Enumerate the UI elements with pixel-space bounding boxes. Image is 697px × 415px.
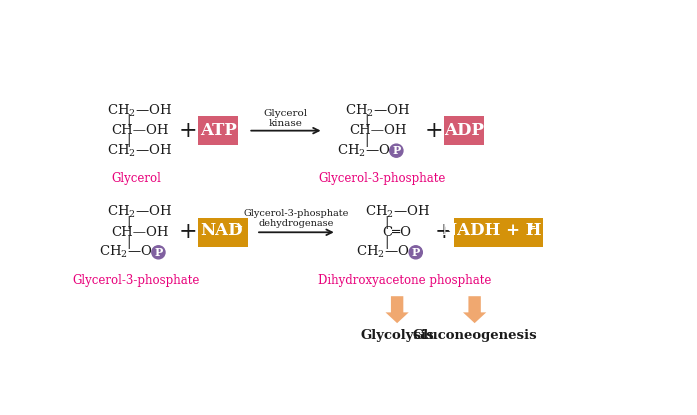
Text: P: P (154, 247, 162, 258)
Text: Dihydroxyacetone phosphate: Dihydroxyacetone phosphate (319, 273, 491, 286)
Text: P: P (392, 145, 401, 156)
Text: P: P (412, 247, 420, 258)
FancyBboxPatch shape (198, 116, 238, 145)
Text: $\mathregular{CH_2}$—OH: $\mathregular{CH_2}$—OH (345, 103, 411, 119)
FancyArrow shape (463, 296, 487, 323)
Text: |: | (365, 114, 369, 127)
Text: |: | (127, 216, 131, 229)
Text: |: | (127, 236, 131, 249)
Text: |: | (365, 134, 369, 147)
Text: NADH + H: NADH + H (443, 222, 542, 239)
Text: CH—OH: CH—OH (111, 226, 169, 239)
Text: Glycerol: Glycerol (111, 172, 161, 185)
Text: Glycolysis: Glycolysis (360, 329, 434, 342)
Text: |: | (384, 216, 388, 229)
Text: |: | (127, 114, 131, 127)
Text: +: + (178, 120, 197, 142)
Text: $\mathregular{CH_2}$—OH: $\mathregular{CH_2}$—OH (107, 143, 172, 159)
Text: +: + (178, 221, 197, 243)
Text: +: + (233, 221, 243, 232)
Text: ATP: ATP (200, 122, 236, 139)
Text: $\mathregular{CH_2}$—O—: $\mathregular{CH_2}$—O— (356, 244, 423, 260)
Text: ADP: ADP (444, 122, 484, 139)
Text: Glycerol-3-phosphate: Glycerol-3-phosphate (318, 172, 445, 185)
Ellipse shape (152, 246, 165, 259)
FancyBboxPatch shape (198, 217, 248, 247)
FancyBboxPatch shape (443, 116, 484, 145)
Text: +: + (527, 221, 536, 232)
Text: CH—OH: CH—OH (111, 124, 169, 137)
Text: Glycerol-3-phosphate: Glycerol-3-phosphate (72, 273, 199, 286)
Text: $\mathregular{CH_2}$—O—: $\mathregular{CH_2}$—O— (337, 143, 404, 159)
Text: |: | (384, 236, 388, 249)
Text: C═O: C═O (383, 226, 412, 239)
Ellipse shape (390, 144, 403, 157)
Ellipse shape (409, 246, 422, 259)
Text: +: + (434, 221, 453, 243)
Text: Glycerol-3-phosphate
dehydrogenase: Glycerol-3-phosphate dehydrogenase (244, 209, 349, 228)
FancyArrow shape (385, 296, 408, 323)
Text: |: | (127, 134, 131, 147)
Text: $\mathregular{CH_2}$—O—: $\mathregular{CH_2}$—O— (99, 244, 165, 260)
FancyBboxPatch shape (454, 217, 543, 247)
Text: $\mathregular{CH_2}$—OH: $\mathregular{CH_2}$—OH (107, 204, 172, 220)
Text: Gluconeogenesis: Gluconeogenesis (413, 329, 537, 342)
Text: NAD: NAD (200, 222, 243, 239)
Text: Glycerol
kinase: Glycerol kinase (263, 109, 307, 128)
Text: $\mathregular{CH_2}$—OH: $\mathregular{CH_2}$—OH (365, 204, 429, 220)
Text: $\mathregular{CH_2}$—OH: $\mathregular{CH_2}$—OH (107, 103, 172, 119)
Text: CH—OH: CH—OH (349, 124, 406, 137)
Text: +: + (425, 120, 443, 142)
